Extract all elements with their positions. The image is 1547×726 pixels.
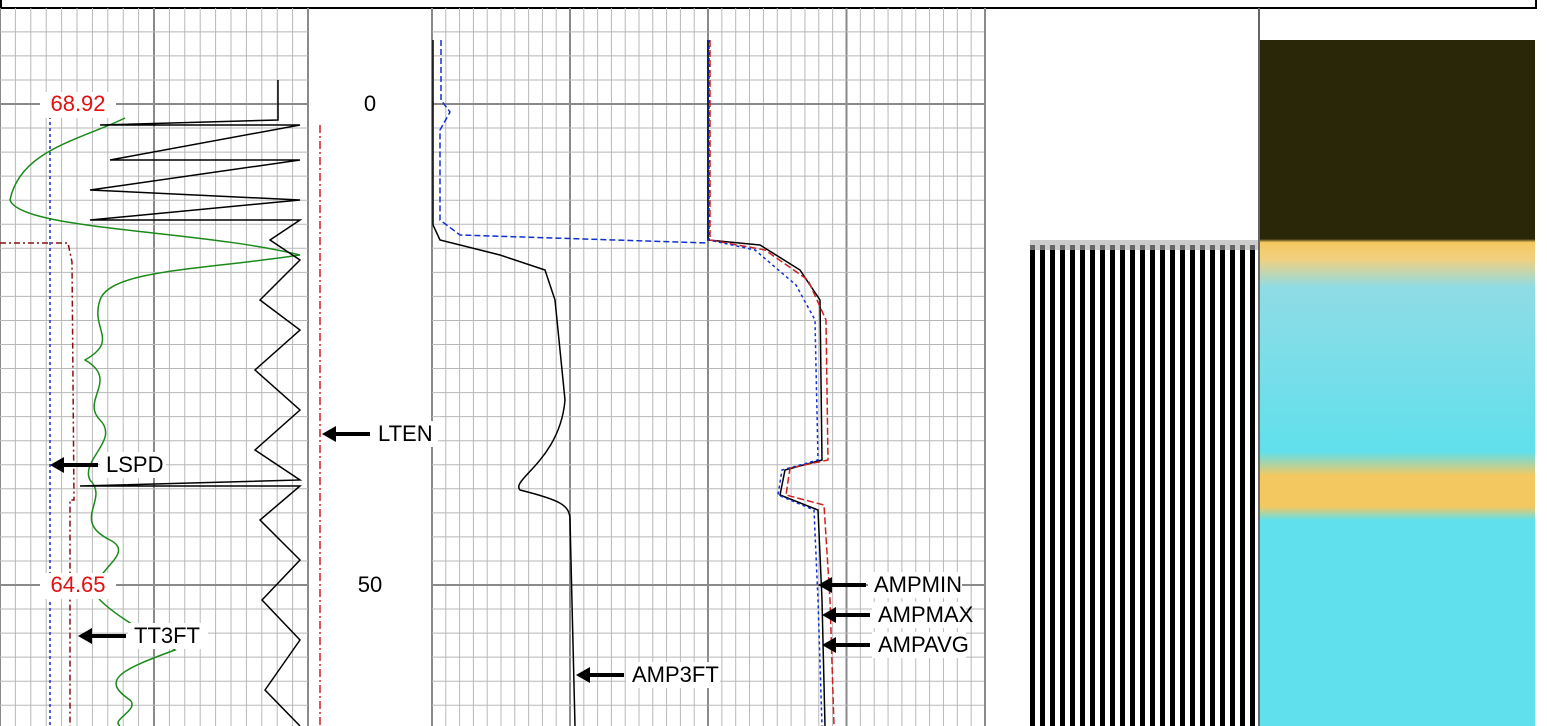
- vdl-noise: [1030, 240, 1258, 250]
- label-bg: [868, 572, 962, 598]
- arrow-head: [78, 628, 92, 644]
- curve-label: AMP3FT: [632, 662, 719, 687]
- label-bg: [128, 623, 208, 649]
- scale-bottom: 64.65: [50, 572, 105, 597]
- vdl-image: [1030, 245, 1258, 726]
- header-frame: [0, 0, 1537, 9]
- depth-label: 50: [358, 572, 382, 597]
- label-bg: [372, 421, 438, 447]
- label-bg: [100, 452, 166, 478]
- amp3ft-curve: [432, 40, 576, 726]
- curve-label: LSPD: [106, 452, 163, 477]
- arrow-head: [818, 577, 832, 593]
- arrow-head: [50, 457, 64, 473]
- scale-top: 68.92: [50, 91, 105, 116]
- amp-raw-curve: [79, 80, 303, 726]
- depth-label: 0: [364, 91, 376, 116]
- curve-label: AMPMAX: [878, 602, 974, 627]
- arrow-head: [822, 607, 836, 623]
- cement-map: [1260, 40, 1535, 726]
- arrow-head: [576, 667, 590, 683]
- grids: [0, 8, 986, 726]
- label-bg: [872, 632, 966, 658]
- curve-label: AMPAVG: [878, 632, 969, 657]
- ampmax-curve: [709, 40, 835, 726]
- callouts: LTEN LSPD TT3FT AMP3FT AMPMIN AMPMAX AMPAVG: [50, 421, 974, 688]
- label-bg: [626, 662, 720, 688]
- curve-label: LTEN: [378, 421, 433, 446]
- ampmin-curve: [708, 40, 823, 726]
- label-bg: [40, 92, 116, 118]
- ampavg-curve: [707, 40, 826, 726]
- arrow-head: [322, 426, 336, 442]
- label-bg: [40, 573, 116, 599]
- tt3ft-curve: [0, 242, 75, 726]
- track2-blue: [439, 40, 709, 244]
- curve-label: TT3FT: [134, 623, 200, 648]
- curve-label: AMPMIN: [874, 572, 962, 597]
- arrow-head: [822, 637, 836, 653]
- label-bg: [872, 602, 966, 628]
